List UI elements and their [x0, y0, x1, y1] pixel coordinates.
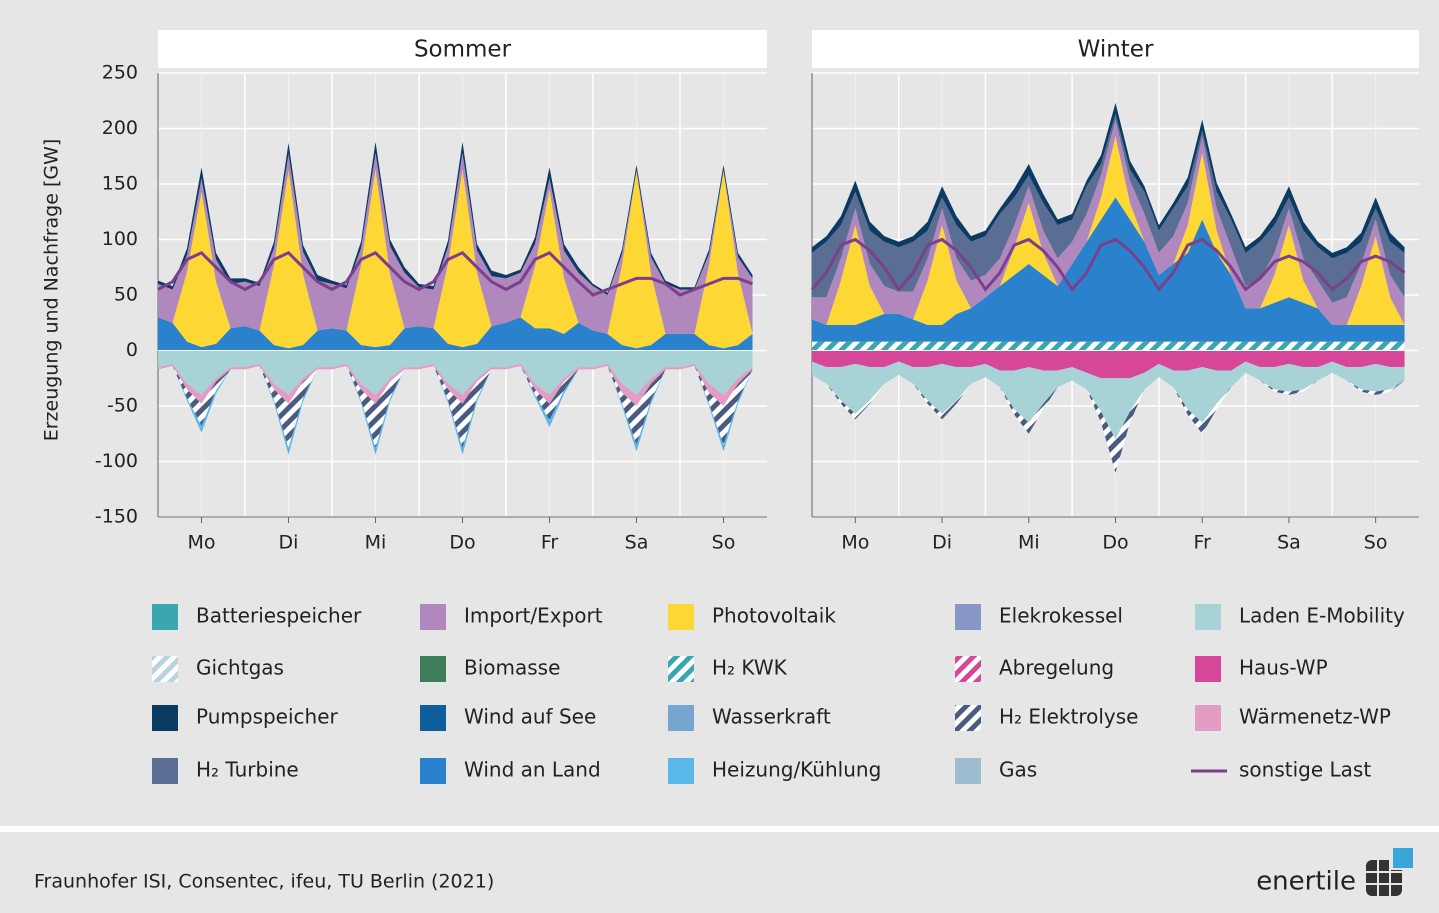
legend-label: Abregelung	[999, 656, 1114, 680]
y-tick-label: 250	[102, 62, 138, 84]
legend-swatch	[955, 656, 981, 682]
area	[812, 372, 1405, 473]
legend-label: Wärmenetz-WP	[1239, 705, 1391, 729]
area	[158, 366, 753, 455]
area	[158, 141, 753, 295]
legend-label: Elekrokessel	[999, 604, 1123, 628]
legend-label: Photovoltaik	[712, 604, 836, 628]
area	[812, 197, 1405, 342]
legend-swatch	[420, 758, 446, 784]
legend-swatch	[1195, 705, 1221, 731]
line	[810, 237, 1406, 292]
x-tick-label: So	[1364, 532, 1388, 554]
legend-label: Pumpspeicher	[196, 705, 339, 729]
x-tick-label: Do	[1102, 532, 1128, 554]
legend-swatch	[668, 705, 694, 731]
legend-label: H₂ Turbine	[196, 758, 299, 782]
y-tick-label: -50	[107, 395, 138, 417]
x-tick-label: Do	[449, 532, 475, 554]
legend-label: H₂ Elektrolyse	[999, 705, 1138, 729]
line	[157, 251, 754, 297]
area	[158, 350, 753, 395]
x-tick-label: Mo	[841, 532, 869, 554]
legend-label: Biomasse	[464, 656, 560, 680]
legend-label: Haus-WP	[1239, 656, 1328, 680]
strip	[812, 30, 1419, 68]
logo-text: enertile	[1256, 867, 1356, 897]
y-tick-label: 0	[126, 339, 138, 361]
y-tick-label: 100	[102, 228, 138, 250]
legend-label: Gichtgas	[196, 656, 284, 680]
legend-swatch	[152, 604, 178, 630]
legend-label: sonstige Last	[1239, 758, 1371, 782]
legend-swatch	[420, 705, 446, 731]
y-tick-label: 50	[114, 284, 138, 306]
x-tick-label: Di	[932, 532, 952, 554]
x-tick-label: Mi	[365, 532, 387, 554]
logo-icon	[1366, 846, 1415, 896]
legend-label: Wasserkraft	[712, 705, 831, 729]
y-axis-label: Erzeugung und Nachfrage [GW]	[41, 139, 63, 442]
legend-swatch	[420, 604, 446, 630]
source: Fraunhofer ISI, Consentec, ifeu, TU Berl…	[34, 871, 494, 893]
x-tick-label: Sa	[625, 532, 649, 554]
panel-title: Winter	[1078, 37, 1154, 63]
legend-swatch	[955, 758, 981, 784]
legend-swatch	[1195, 604, 1221, 630]
y-tick-label: -100	[95, 450, 138, 472]
area	[158, 169, 753, 349]
legend-swatch	[152, 656, 178, 682]
strip	[158, 30, 767, 68]
legend-label: Wind auf See	[464, 705, 596, 729]
legend-label: Laden E-Mobility	[1239, 604, 1405, 628]
legend-label: Gas	[999, 758, 1037, 782]
y-tick-label: 150	[102, 173, 138, 195]
x-tick-label: Sa	[1277, 532, 1301, 554]
legend-swatch	[668, 758, 694, 784]
y-tick-label: 200	[102, 117, 138, 139]
area	[812, 361, 1405, 440]
y-tick-label: -150	[95, 506, 138, 528]
legend-swatch	[420, 656, 446, 682]
x-tick-label: Fr	[541, 532, 559, 554]
area	[158, 152, 753, 334]
legend-swatch	[152, 705, 178, 731]
area	[158, 366, 753, 449]
legend-swatch	[152, 758, 178, 784]
legend-label: Import/Export	[464, 604, 603, 628]
legend-swatch	[668, 604, 694, 630]
x-tick-label: Di	[279, 532, 299, 554]
legend-label: Wind an Land	[464, 758, 601, 782]
legend-label: Heizung/Kühlung	[712, 758, 881, 782]
legend-swatch	[1195, 656, 1221, 682]
legend-swatch	[955, 705, 981, 731]
legend-label: H₂ KWK	[712, 656, 788, 680]
x-tick-label: Fr	[1194, 532, 1212, 554]
x-tick-label: So	[712, 532, 736, 554]
area	[812, 350, 1405, 379]
area	[812, 341, 1405, 351]
footer-band	[0, 832, 1439, 913]
legend-swatch	[955, 604, 981, 630]
legend-swatch	[668, 656, 694, 682]
panel-title: Sommer	[414, 37, 512, 63]
area	[812, 102, 1405, 259]
area	[158, 317, 753, 351]
area	[812, 136, 1405, 325]
x-tick-label: Mi	[1018, 532, 1040, 554]
x-tick-label: Mo	[187, 532, 215, 554]
legend-label: Batteriespeicher	[196, 604, 362, 628]
area	[812, 119, 1405, 325]
